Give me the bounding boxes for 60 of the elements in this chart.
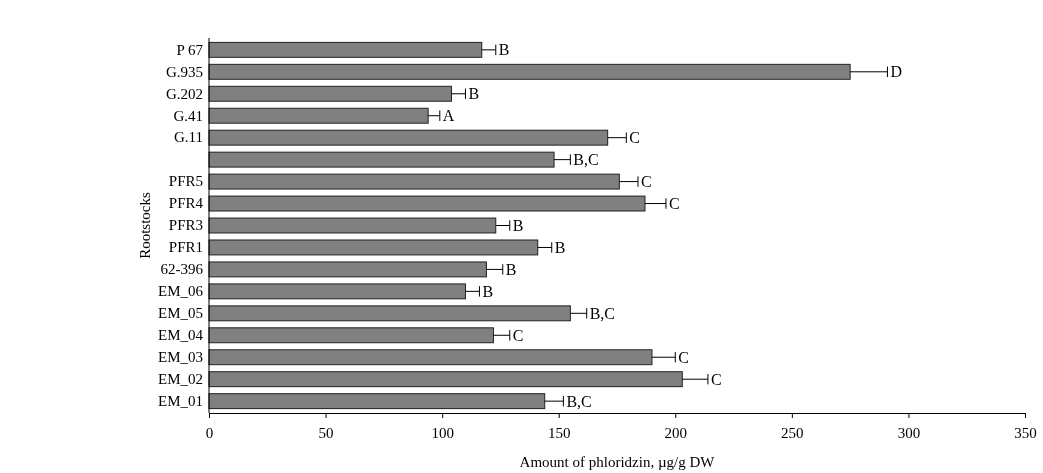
y-tick-label: G.202 (165, 85, 203, 102)
bar (208, 173, 620, 190)
bar (208, 107, 429, 124)
y-tick-label: G.935 (165, 63, 203, 80)
x-axis-title: Amount of phloridzin, µg/g DW (519, 454, 716, 470)
x-tick-label: 350 (1014, 424, 1037, 441)
y-tick-label: G.41 (173, 107, 203, 124)
data-label: C (512, 326, 524, 344)
bar (208, 393, 546, 410)
y-tick-label: EM_02 (158, 370, 203, 387)
y-tick-label: EM_04 (158, 327, 204, 344)
data-label: C (678, 348, 689, 366)
x-tick-label: 300 (897, 424, 921, 441)
x-tick-label: 100 (431, 424, 454, 441)
bar (208, 151, 555, 168)
bar (208, 217, 497, 234)
data-label: C (629, 129, 640, 147)
bar (208, 129, 609, 146)
x-tick-label: 150 (547, 424, 571, 441)
x-tick-label: 200 (664, 424, 688, 441)
data-label: B (482, 282, 494, 300)
x-tick-label: 0 (205, 424, 214, 441)
y-tick-label: P 67 (176, 41, 204, 58)
x-tick-label: 250 (781, 424, 804, 441)
bar (208, 85, 452, 102)
bar (208, 283, 466, 300)
bar (208, 63, 851, 80)
bar (208, 239, 539, 256)
data-label: C (668, 195, 680, 213)
y-tick-label: 62-396 (160, 261, 204, 278)
data-label: C (640, 173, 652, 191)
data-label: C (710, 370, 722, 388)
data-label: B (512, 217, 524, 235)
data-label: B (498, 41, 510, 59)
data-label: B (468, 85, 480, 103)
data-label: B,C (566, 392, 592, 410)
data-label: B,C (589, 304, 616, 322)
data-label: A (442, 107, 455, 125)
y-tick-label: EM_01 (158, 392, 203, 409)
bar (208, 305, 571, 322)
bar (208, 195, 646, 212)
x-tick-label: 50 (318, 424, 334, 441)
y-tick-label: PFR3 (168, 217, 203, 234)
data-label: D (890, 63, 903, 81)
data-label: B (554, 239, 566, 257)
y-tick-label: G.11 (173, 129, 203, 146)
y-axis-title: Rootstocks (137, 192, 153, 259)
bar (208, 327, 494, 344)
bar (208, 41, 483, 58)
data-label: B,C (573, 151, 599, 169)
y-tick-label: PFR1 (168, 239, 203, 256)
y-tick-label: EM_05 (158, 305, 203, 322)
bar (208, 349, 653, 366)
bar (208, 261, 487, 278)
bar (208, 371, 683, 388)
y-tick-label: PFR4 (168, 195, 204, 212)
y-tick-label: EM_06 (158, 283, 204, 300)
y-tick-label: PFR5 (168, 173, 203, 190)
data-label: B (505, 261, 517, 279)
y-tick-label: EM_03 (158, 349, 203, 366)
